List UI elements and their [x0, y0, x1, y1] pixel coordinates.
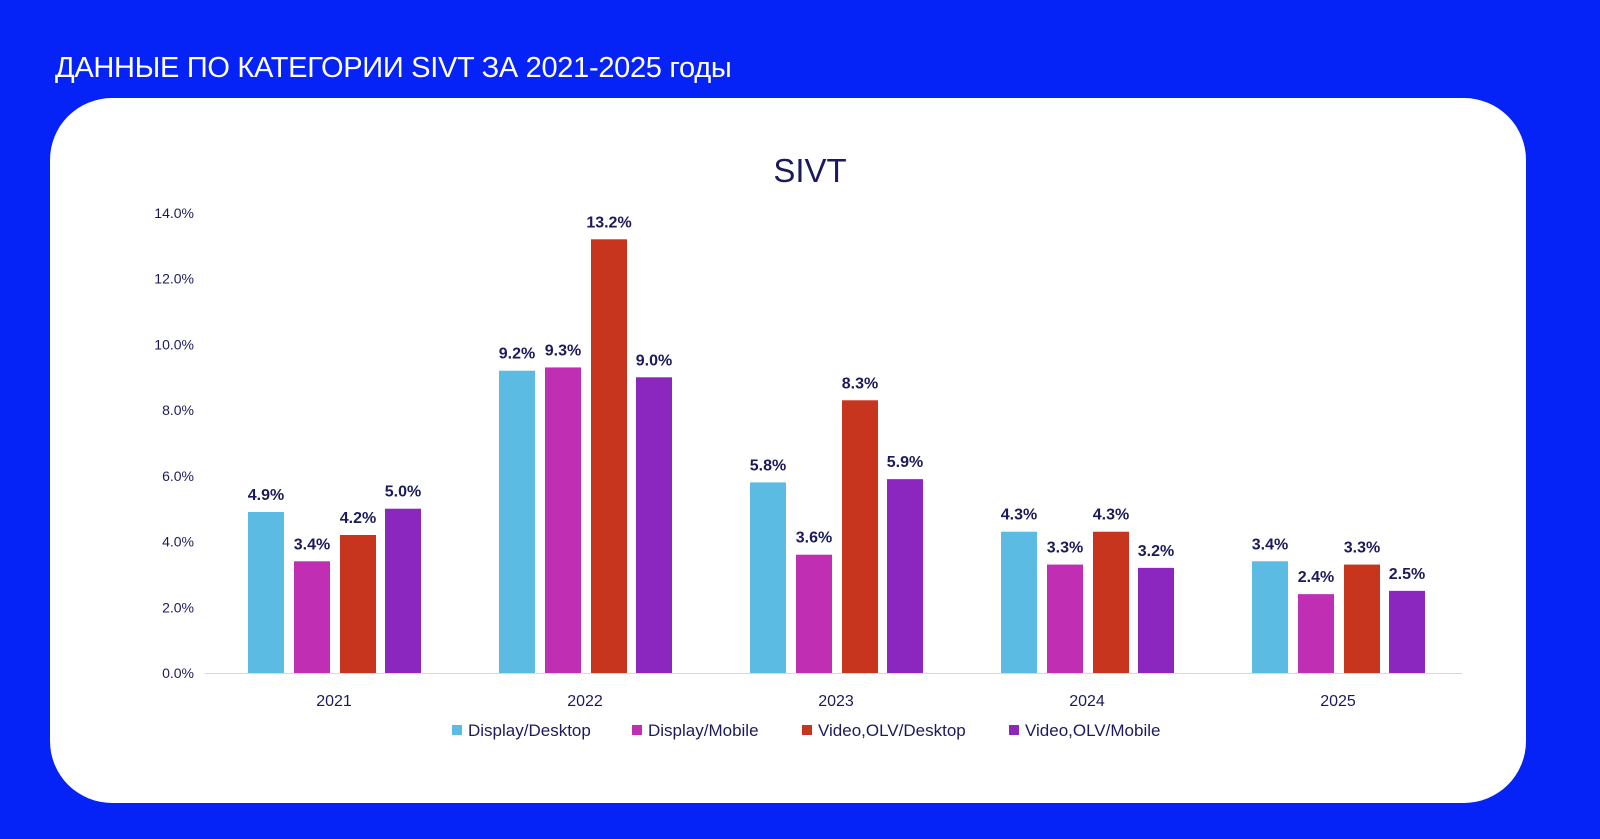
data-label: 3.3% [1344, 540, 1380, 557]
x-tick-label: 2022 [567, 693, 603, 710]
bar-2021-display-desktop [248, 512, 284, 673]
y-tick-label: 14.0% [154, 205, 194, 221]
legend-label: Video,OLV/Mobile [1025, 721, 1160, 740]
y-tick-label: 8.0% [162, 402, 194, 418]
data-label: 3.6% [796, 530, 832, 547]
bar-2023-video-olv-mobile [887, 479, 923, 673]
x-tick-label: 2023 [818, 693, 854, 710]
data-label: 5.0% [385, 484, 421, 501]
data-label: 5.9% [887, 454, 923, 471]
x-tick-label: 2024 [1069, 693, 1105, 710]
bar-2022-display-desktop [499, 370, 535, 673]
data-label: 4.3% [1001, 507, 1037, 524]
bar-2023-video-olv-desktop [842, 400, 878, 673]
x-tick-label: 2021 [316, 693, 352, 710]
y-tick-label: 10.0% [154, 336, 194, 352]
data-label: 2.4% [1298, 569, 1334, 586]
bar-2025-display-desktop [1252, 561, 1288, 673]
data-label: 4.9% [248, 487, 284, 504]
y-tick-label: 12.0% [154, 271, 194, 287]
chart-title: SIVT [773, 152, 846, 189]
data-label: 3.4% [1252, 536, 1288, 553]
bar-2024-video-olv-mobile [1138, 567, 1174, 673]
data-label: 4.3% [1093, 507, 1129, 524]
bar-2022-display-mobile [545, 367, 581, 673]
page-title: ДАННЫЕ ПО КАТЕГОРИИ SIVT ЗА 2021-2025 го… [55, 52, 732, 84]
y-tick-label: 2.0% [162, 599, 194, 615]
legend-swatch [452, 725, 462, 735]
data-label: 13.2% [586, 214, 631, 231]
legend-label: Display/Desktop [468, 721, 591, 740]
data-label: 9.3% [545, 342, 581, 359]
bar-2021-display-mobile [294, 561, 330, 673]
bar-2023-display-desktop [750, 482, 786, 673]
data-label: 2.5% [1389, 566, 1425, 583]
legend-swatch [802, 725, 812, 735]
data-label: 3.3% [1047, 540, 1083, 557]
bar-2024-display-mobile [1047, 564, 1083, 673]
y-tick-label: 6.0% [162, 468, 194, 484]
legend-swatch [632, 725, 642, 735]
data-label: 3.4% [294, 536, 330, 553]
bar-2021-video-olv-desktop [340, 535, 376, 673]
bar-2022-video-olv-desktop [591, 239, 627, 674]
bar-2024-display-desktop [1001, 531, 1037, 673]
bar-2024-video-olv-desktop [1093, 531, 1129, 673]
legend-label: Video,OLV/Desktop [818, 721, 966, 740]
bar-2025-video-olv-mobile [1389, 590, 1425, 673]
bar-2022-video-olv-mobile [636, 377, 672, 673]
data-label: 4.2% [340, 510, 376, 527]
bar-2025-display-mobile [1298, 594, 1334, 673]
y-tick-label: 4.0% [162, 534, 194, 550]
data-label: 3.2% [1138, 543, 1174, 560]
chart-card [50, 98, 1526, 803]
x-tick-label: 2025 [1320, 693, 1356, 710]
data-label: 9.0% [636, 352, 672, 369]
y-tick-label: 0.0% [162, 665, 194, 681]
data-label: 5.8% [750, 457, 786, 474]
bar-2025-video-olv-desktop [1344, 564, 1380, 673]
bar-2023-display-mobile [796, 554, 832, 673]
legend-swatch [1009, 725, 1019, 735]
bar-2021-video-olv-mobile [385, 508, 421, 673]
data-label: 8.3% [842, 375, 878, 392]
data-label: 9.2% [499, 346, 535, 363]
legend-label: Display/Mobile [648, 721, 759, 740]
